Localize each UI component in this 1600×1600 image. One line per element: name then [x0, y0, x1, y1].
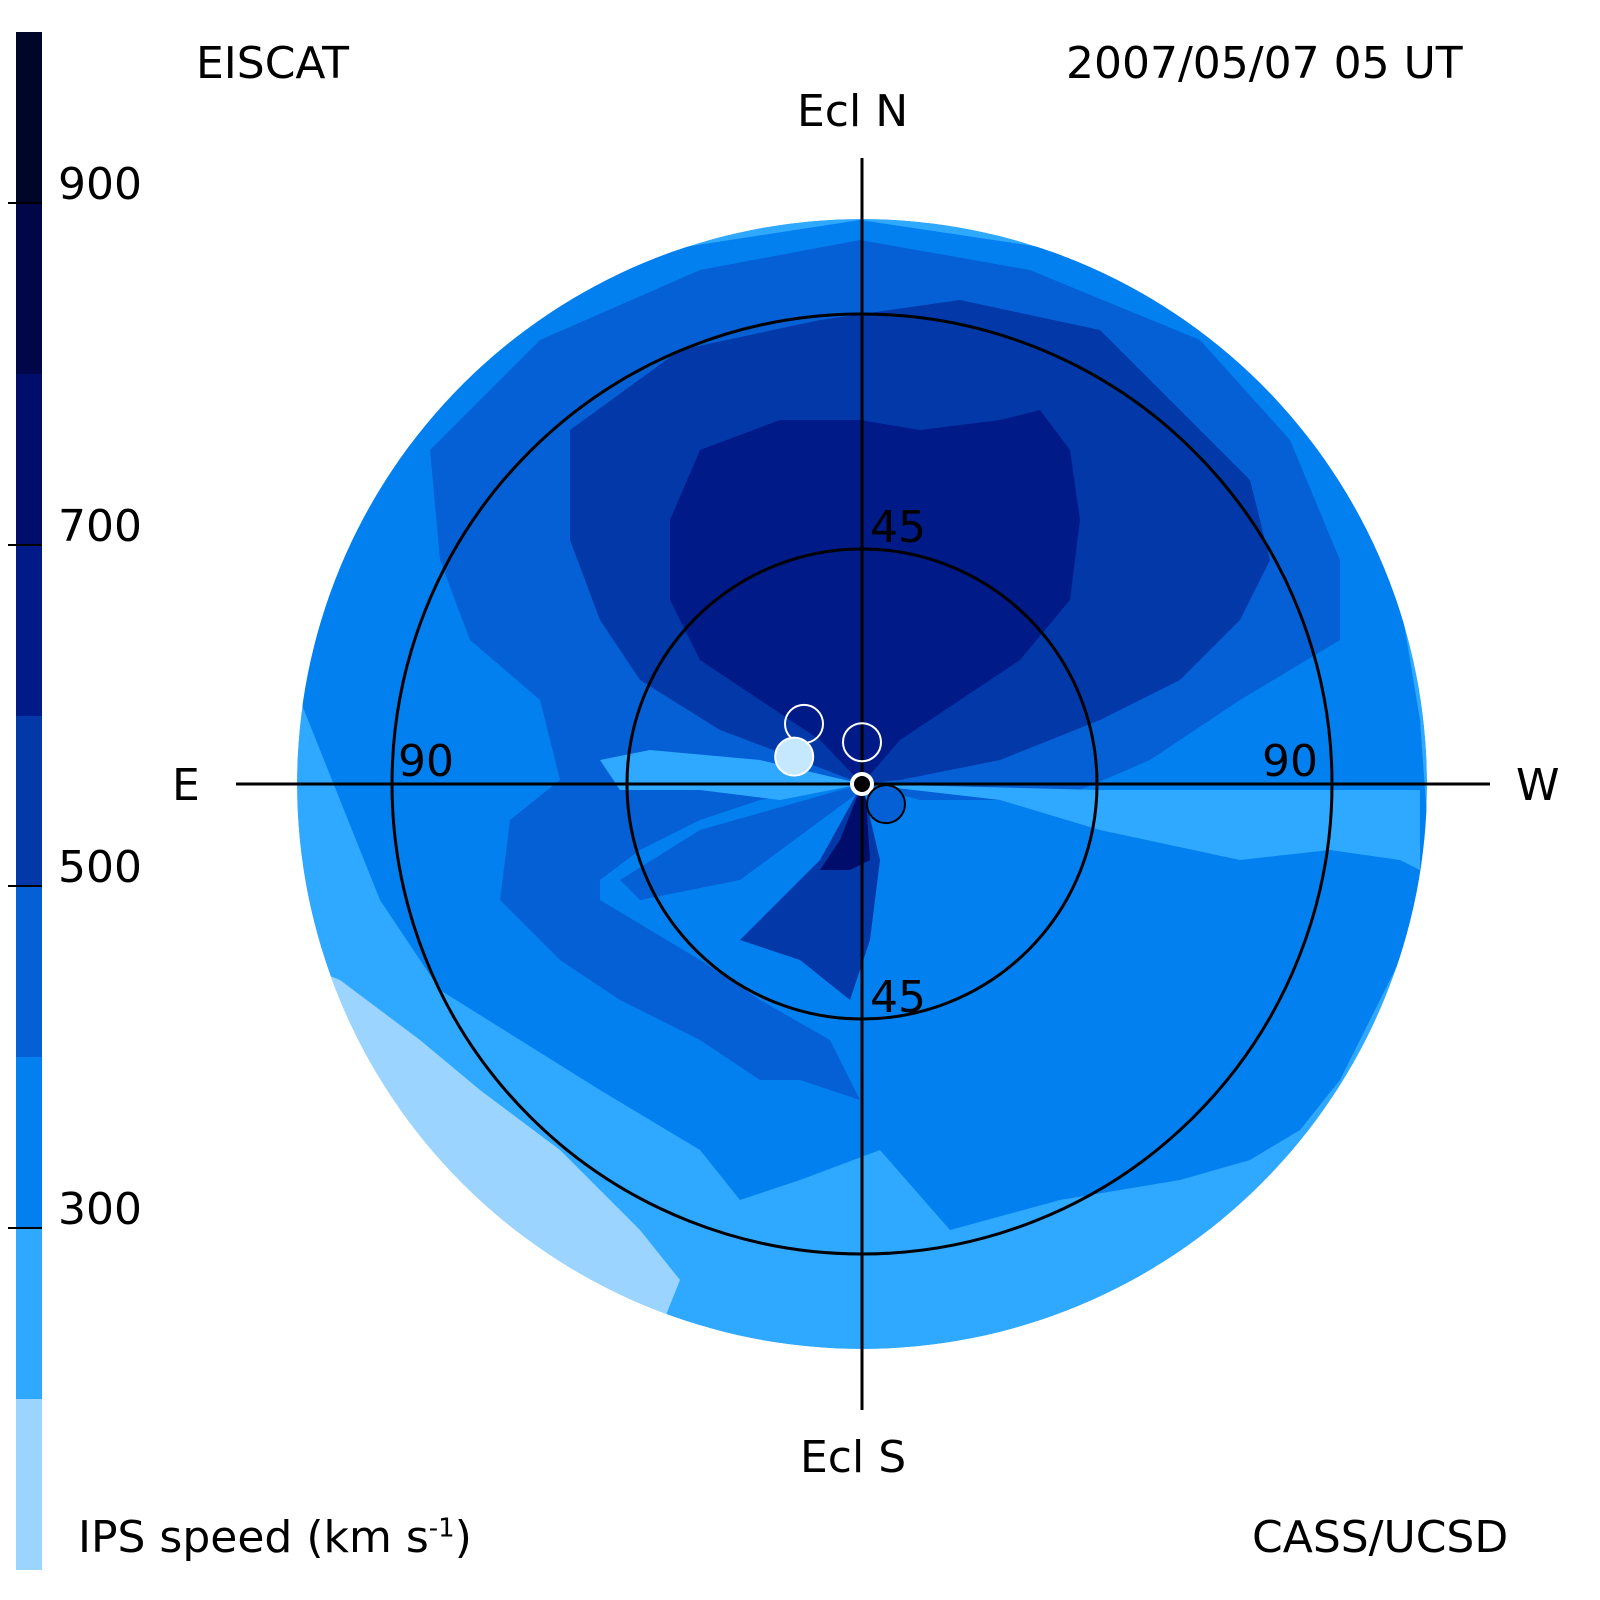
colorbar-tick-500 [8, 885, 42, 888]
datetime-label: 2007/05/07 05 UT [1066, 38, 1463, 89]
speed-region-400-500-fan [620, 784, 862, 900]
direction-west-label: W [1516, 760, 1560, 811]
ips-sources [774, 703, 906, 825]
ring-90 [390, 312, 1334, 1256]
ring-45 [625, 547, 1099, 1021]
colorbar-label: IPS speed (km s-1) [78, 1512, 472, 1563]
speed-field [297, 219, 1427, 1349]
ips-source-marker-3 [866, 784, 906, 825]
sun-marker-core [854, 776, 870, 792]
ring-90-left-label: 90 [398, 736, 454, 787]
colorbar-tick-label-300: 300 [58, 1184, 142, 1236]
direction-south-label: Ecl S [800, 1432, 907, 1483]
colorbar-bin-3 [16, 886, 42, 1058]
instrument-label: EISCAT [196, 38, 349, 89]
colorbar [16, 32, 42, 1570]
speed-region-600-700 [670, 410, 1080, 784]
colorbar-bin-1 [16, 1228, 42, 1400]
direction-north-label: Ecl N [797, 86, 909, 137]
colorbar-label-close: ) [454, 1512, 472, 1563]
colorbar-tick-label-700: 700 [58, 500, 142, 552]
colorbar-tick-label-900: 900 [58, 158, 142, 210]
direction-east-label: E [172, 760, 200, 811]
ring-45-bottom-label: 45 [870, 972, 926, 1023]
ips-source-marker-1 [842, 722, 882, 763]
credit-label: CASS/UCSD [1252, 1512, 1509, 1563]
speed-region-west-finger [862, 784, 1420, 870]
colorbar-bin-7 [16, 202, 42, 374]
ring-90-right-label: 90 [1262, 736, 1318, 787]
ring-45-top-label: 45 [870, 502, 926, 553]
colorbar-tick-700 [8, 543, 42, 546]
colorbar-bin-6 [16, 373, 42, 545]
colorbar-tick-label-500: 500 [58, 842, 142, 894]
colorbar-tick-300 [8, 1227, 42, 1230]
colorbar-bin-0 [16, 1399, 42, 1570]
colorbar-bin-8 [16, 32, 42, 203]
colorbar-label-main: IPS speed (km s [78, 1512, 429, 1563]
colorbar-bin-2 [16, 1057, 42, 1229]
colorbar-tick-900 [8, 201, 42, 204]
colorbar-bin-5 [16, 544, 42, 716]
speed-region-east-finger [600, 750, 862, 800]
ips-source-marker-2 [774, 736, 815, 777]
colorbar-label-exponent: -1 [428, 1513, 455, 1544]
speed-region-600-700-spike [820, 784, 870, 870]
speed-region-slow-lowerleft [297, 960, 680, 1330]
colorbar-bin-4 [16, 715, 42, 887]
